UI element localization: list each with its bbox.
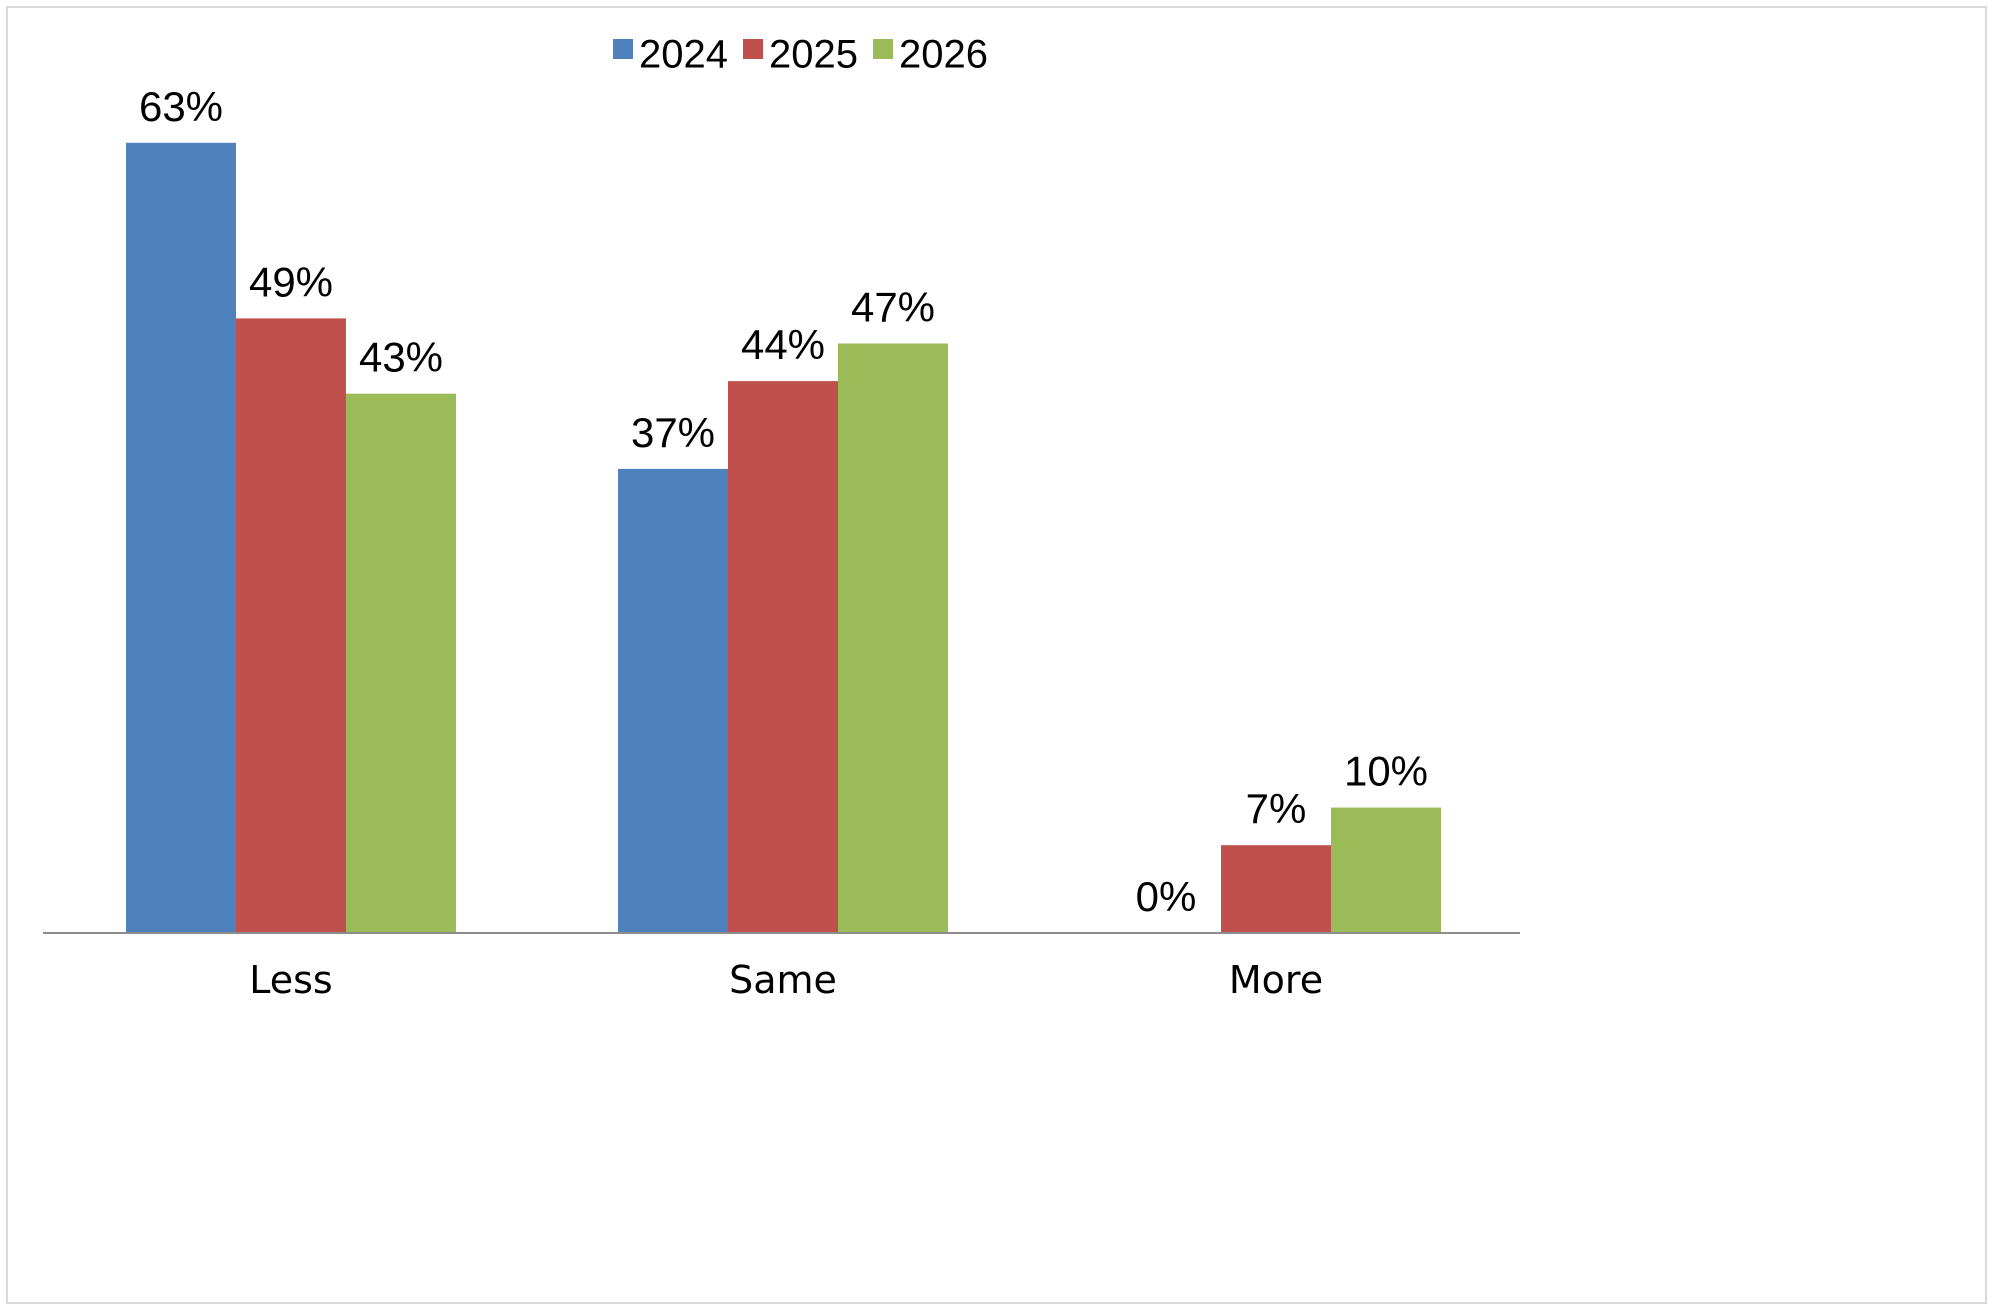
category-labels-group: Less Same More xyxy=(249,958,1323,1002)
category-label-same: Same xyxy=(729,958,837,1002)
data-label-less-2026: 43% xyxy=(359,334,443,381)
bar-less-2024 xyxy=(126,142,236,934)
category-label-less: Less xyxy=(249,958,332,1002)
legend-label-2024: 2024 xyxy=(639,33,728,77)
bar-more-2025 xyxy=(1221,845,1331,933)
bar-less-2026 xyxy=(346,393,456,934)
bar-less-2025 xyxy=(236,318,346,933)
data-label-more-2026: 10% xyxy=(1344,748,1428,795)
bar-same-2024 xyxy=(618,468,728,933)
data-label-less-2024: 63% xyxy=(139,83,223,130)
data-label-more-2024: 0% xyxy=(1136,873,1197,920)
legend: 2024 2025 2026 xyxy=(613,33,988,77)
data-label-same-2024: 37% xyxy=(631,409,715,456)
category-label-more: More xyxy=(1229,958,1323,1002)
legend-swatch-2026 xyxy=(873,39,893,59)
data-label-less-2025: 49% xyxy=(249,258,333,305)
legend-label-2026: 2026 xyxy=(899,33,988,77)
bars-group xyxy=(126,142,1441,934)
bar-more-2026 xyxy=(1331,807,1441,933)
legend-swatch-2025 xyxy=(743,39,763,59)
data-label-more-2025: 7% xyxy=(1246,785,1307,832)
chart-frame: 2024 2025 2026 63% 49% 43% 37% 44% 47% 0% 7% 10% L… xyxy=(6,6,1987,1304)
data-label-same-2025: 44% xyxy=(741,321,825,368)
data-labels-group: 63% 49% 43% 37% 44% 47% 0% 7% 10% xyxy=(139,83,1428,920)
bar-same-2025 xyxy=(728,381,838,934)
bar-same-2026 xyxy=(838,343,948,933)
legend-label-2025: 2025 xyxy=(769,33,858,77)
bar-chart: 2024 2025 2026 63% 49% 43% 37% 44% 47% 0% 7% 10% L… xyxy=(43,33,1520,1002)
legend-swatch-2024 xyxy=(613,39,633,59)
data-label-same-2026: 47% xyxy=(851,283,935,330)
